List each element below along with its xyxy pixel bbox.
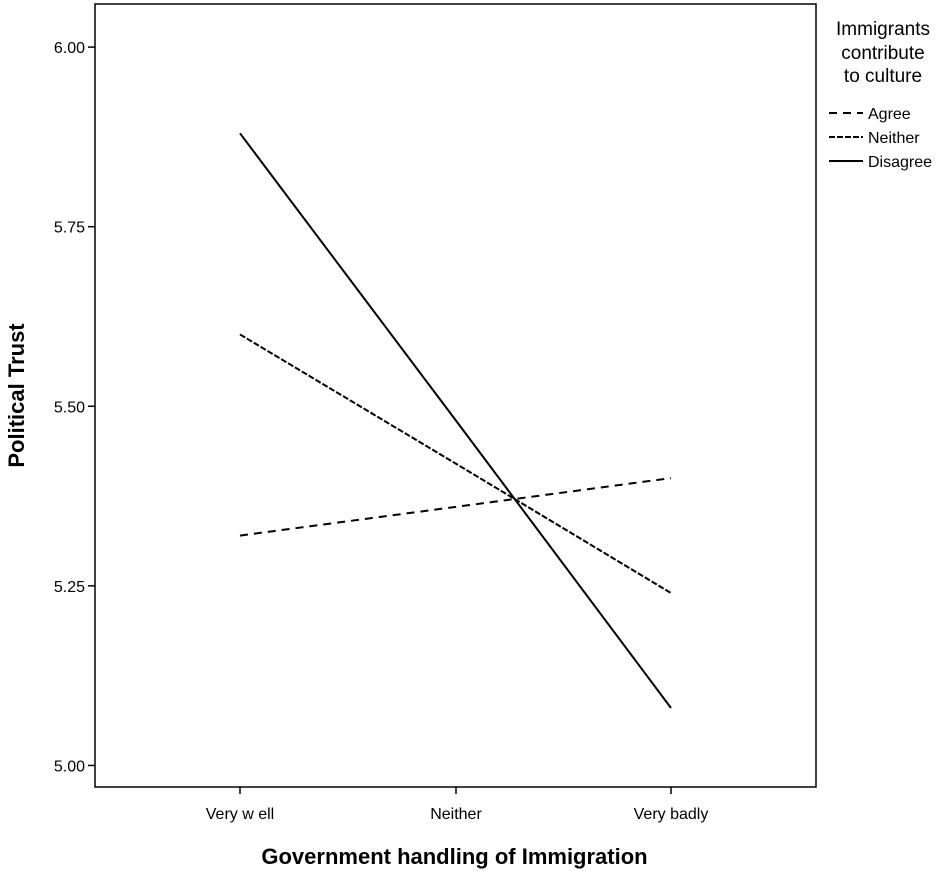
series-layer [239, 132, 672, 709]
legend-title-line: contribute [841, 43, 924, 64]
y-axis-title: Political Trust [4, 323, 29, 468]
y-tick-label: 5.25 [54, 579, 85, 596]
plot-frame [94, 3, 817, 788]
legend-label: Disagree [868, 154, 932, 171]
y-tick-label: 5.50 [54, 399, 85, 416]
y-tick-label: 5.00 [54, 758, 85, 775]
y-tick-label: 5.75 [54, 220, 85, 237]
legend-title-line: Immigrants [836, 19, 930, 40]
legend-title-line: to culture [844, 66, 922, 87]
series-line-agree [239, 477, 672, 537]
y-axis: 5.00 5.25 5.50 5.75 6.00 [54, 40, 95, 775]
x-tick-label: Very w ell [206, 806, 274, 823]
y-tick-label: 6.00 [54, 40, 85, 57]
legend-label: Agree [868, 106, 911, 123]
series-line-disagree [239, 132, 672, 709]
x-tick-label: Very badly [634, 806, 709, 823]
x-tick-label: Neither [430, 806, 482, 823]
legend-label: Neither [868, 130, 920, 147]
series-line-neither [239, 333, 672, 594]
x-axis-title: Government handling of Immigration [261, 844, 647, 869]
x-axis: Very w ell Neither Very badly [206, 787, 709, 823]
